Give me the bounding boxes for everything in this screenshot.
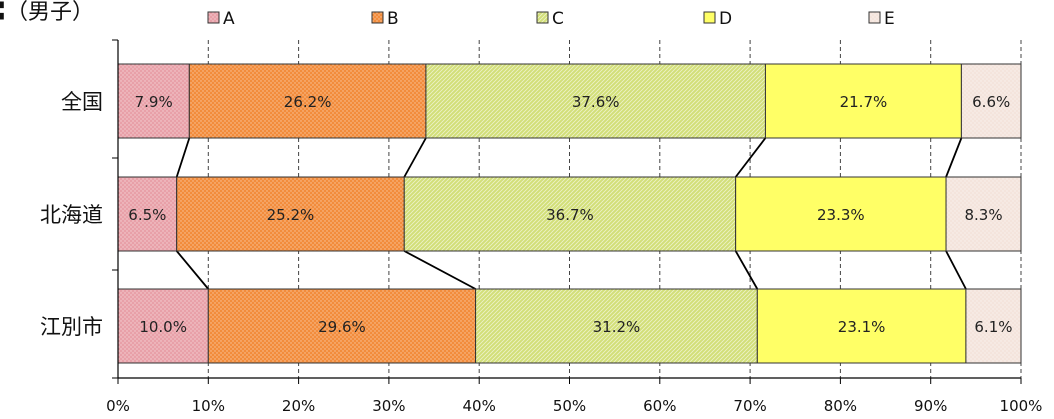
x-tick-label: 0% — [106, 397, 130, 415]
bar-segment-C — [403, 176, 737, 252]
data-label: 6.6% — [972, 93, 1010, 111]
bars — [117, 63, 1022, 364]
series-line — [945, 250, 967, 290]
data-label: 6.5% — [128, 206, 166, 224]
data-label: 23.1% — [838, 318, 886, 336]
data-label: 31.2% — [593, 318, 641, 336]
legend-swatch-D — [703, 11, 716, 24]
bar-segment-B — [188, 63, 427, 139]
data-label: 21.7% — [840, 93, 888, 111]
data-label: 36.7% — [546, 206, 594, 224]
series-line — [734, 250, 759, 290]
bar-segment-A — [117, 288, 209, 364]
bar-segment-C — [425, 63, 766, 139]
legend-label: C — [552, 9, 564, 29]
x-tick-label: 70% — [733, 397, 766, 415]
legend-label: D — [719, 9, 732, 29]
legend-swatch-B — [371, 11, 384, 24]
x-tick-label: 100% — [1000, 397, 1043, 415]
legend-label: B — [387, 9, 399, 29]
x-tick-label: 50% — [553, 397, 586, 415]
bar-segment-A — [117, 63, 190, 139]
x-tick-label: 90% — [914, 397, 947, 415]
legend-swatch-A — [207, 11, 220, 24]
data-label: 6.1% — [974, 318, 1012, 336]
legend-swatch-C — [536, 11, 549, 24]
axes: 0% 10% 20% 30% 40% 50% 60% 70% 80% 90% 100% 全国北海道江別… — [40, 39, 1043, 415]
data-label: 7.9% — [135, 93, 173, 111]
series-line — [176, 250, 209, 290]
series-line — [734, 137, 767, 178]
data-label: 10.0% — [139, 318, 187, 336]
bar-segment-A — [117, 176, 178, 252]
data-label: 37.6% — [572, 93, 620, 111]
series-line — [403, 137, 427, 178]
series-line — [945, 137, 963, 178]
legend: A B C D E — [207, 9, 895, 29]
chart-title: 〓（男子） — [0, 0, 95, 25]
x-tick-label: 20% — [282, 397, 315, 415]
x-tick-label: 40% — [463, 397, 496, 415]
data-label: 8.3% — [964, 206, 1002, 224]
data-label: 25.2% — [267, 206, 315, 224]
category-label: 北海道 — [40, 203, 103, 227]
data-label: 29.6% — [318, 318, 366, 336]
legend-label: A — [223, 9, 235, 29]
data-label: 23.3% — [817, 206, 865, 224]
bar-segment-E — [945, 176, 1022, 252]
legend-swatch-E — [868, 11, 881, 24]
bar-segment-D — [756, 288, 967, 364]
bar-segment-D — [735, 176, 947, 252]
legend-label: E — [884, 9, 895, 29]
series-line — [175, 137, 191, 178]
data-labels: 7.9% 26.2% 37.6% 21.7% 6.6% 6.5% 25.2% 36.7% 23.… — [128, 93, 1012, 336]
x-tick-label: 60% — [643, 397, 676, 415]
bar-segment-B — [176, 176, 405, 252]
category-label: 全国 — [61, 90, 103, 114]
bar-segment-E — [960, 63, 1022, 139]
x-tick-label: 30% — [372, 397, 405, 415]
x-tick-label: 10% — [192, 397, 225, 415]
series-line — [403, 250, 477, 290]
series-lines — [175, 137, 967, 290]
x-tick-label: 80% — [824, 397, 857, 415]
category-label: 江別市 — [40, 315, 103, 339]
bar-segment-D — [764, 63, 962, 139]
data-label: 26.2% — [284, 93, 332, 111]
bar-segment-E — [965, 288, 1022, 364]
